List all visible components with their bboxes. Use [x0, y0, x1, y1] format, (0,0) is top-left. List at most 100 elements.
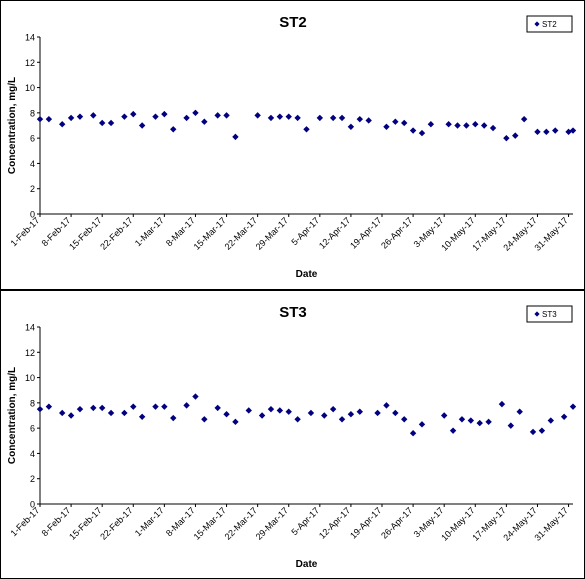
x-tick-label: 5-Apr-17 [289, 505, 321, 537]
data-point [498, 400, 506, 408]
data-point [520, 115, 528, 123]
legend-marker [534, 311, 540, 317]
data-point [472, 121, 479, 128]
x-tick-label: 12-Apr-17 [317, 215, 352, 250]
y-tick-label: 6 [30, 134, 35, 144]
data-point [192, 109, 199, 117]
data-point [418, 421, 426, 428]
data-point [458, 416, 466, 423]
data-point [201, 416, 208, 423]
x-tick-label: 15-Feb-17 [67, 215, 103, 251]
y-tick-label: 0 [30, 210, 35, 220]
data-point [480, 122, 488, 129]
data-point [329, 405, 337, 413]
x-tick-label: 26-Apr-17 [379, 505, 414, 540]
x-axis-title: Date [296, 269, 318, 280]
x-tick-label: 5-Apr-17 [289, 215, 321, 247]
data-point [138, 122, 146, 129]
y-axis-title: Concentration, mg/L [7, 77, 18, 174]
data-point [383, 402, 390, 409]
data-point [90, 404, 97, 412]
y-tick-label: 8 [30, 108, 35, 118]
data-point [516, 408, 523, 415]
data-point [285, 113, 292, 120]
data-point [267, 405, 275, 413]
legend-marker [534, 21, 540, 27]
data-point [232, 133, 239, 141]
data-point [356, 115, 363, 123]
data-point [392, 409, 399, 417]
data-point [130, 403, 137, 410]
data-point [338, 114, 346, 122]
data-point [401, 416, 408, 423]
data-point [347, 123, 355, 130]
data-point [512, 132, 519, 139]
data-point [107, 119, 115, 127]
data-point [183, 402, 190, 409]
data-point [276, 407, 284, 414]
data-point [418, 129, 426, 137]
data-point [232, 418, 239, 426]
data-point [401, 119, 408, 127]
data-point [560, 413, 568, 420]
x-tick-label: 22-Feb-17 [98, 505, 134, 541]
x-tick-label: 15-Mar-17 [192, 505, 228, 541]
y-tick-label: 2 [30, 474, 35, 484]
legend-box [526, 305, 573, 323]
data-point [285, 408, 292, 415]
x-tick-label: 31-May-17 [532, 215, 569, 252]
data-point [547, 417, 554, 424]
data-point [98, 404, 106, 412]
legend-label: ST2 [542, 20, 557, 29]
x-tick-label: 22-Mar-17 [223, 215, 259, 251]
data-point [254, 112, 261, 119]
x-tick-label: 31-May-17 [532, 505, 569, 542]
data-point [307, 409, 315, 417]
data-point [489, 124, 497, 132]
legend-box [526, 15, 573, 33]
x-tick-label: 12-Apr-17 [317, 505, 352, 540]
data-point [445, 121, 452, 128]
data-point [183, 114, 190, 122]
data-point [294, 114, 301, 122]
y-tick-label: 0 [30, 500, 35, 510]
data-point [245, 407, 252, 414]
data-point [569, 403, 577, 410]
data-point [59, 121, 66, 128]
x-tick-label: 1-Feb-17 [9, 215, 42, 248]
data-point [267, 114, 275, 122]
x-tick-label: 1-Mar-17 [133, 505, 166, 538]
data-point [552, 127, 559, 134]
x-tick-label: 29-Mar-17 [254, 215, 290, 251]
data-point [374, 409, 381, 417]
data-point [36, 115, 44, 123]
data-point [45, 115, 53, 123]
data-point [121, 409, 128, 417]
data-point [365, 117, 372, 124]
data-point [303, 126, 310, 133]
data-point [161, 110, 168, 118]
data-point [427, 121, 435, 128]
y-tick-label: 2 [30, 184, 35, 194]
data-point [152, 403, 159, 410]
data-point [258, 412, 266, 419]
data-point [130, 110, 137, 118]
data-point [338, 416, 346, 423]
y-tick-label: 14 [25, 33, 35, 43]
x-tick-label: 29-Mar-17 [254, 505, 290, 541]
data-point [76, 113, 84, 120]
x-tick-label: 26-Apr-17 [379, 215, 414, 250]
chart-st2-svg: ST2 0 2 4 6 8 10 12 14 Concentration, mg/L 1-Feb-1… [7, 14, 577, 280]
data-point [67, 412, 75, 419]
data-point [356, 408, 363, 415]
data-point [409, 430, 417, 437]
data-point [36, 405, 44, 413]
y-tick-label: 10 [25, 373, 35, 383]
data-point [45, 403, 53, 410]
chart-panel-st3: ST3 0 2 4 6 8 10 12 14 Concentration, mg/L 1-Feb-1… [0, 290, 585, 579]
data-point [201, 118, 208, 125]
legend-label: ST3 [542, 310, 557, 319]
y-tick-label: 6 [30, 424, 35, 434]
data-point [440, 412, 448, 419]
data-point [467, 417, 475, 424]
